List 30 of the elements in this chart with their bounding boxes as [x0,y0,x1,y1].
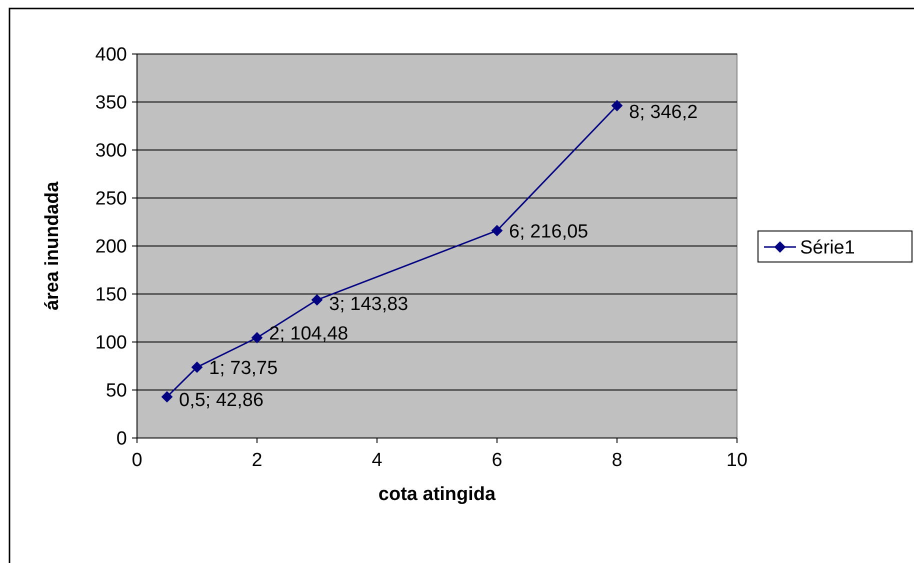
data-label: 6; 216,05 [509,222,588,243]
x-tick-label: 0 [132,450,142,471]
point [192,362,202,373]
y-tick-label: 50 [106,380,127,402]
x-tick-label: 8 [612,450,622,471]
data-label: 1; 73,75 [209,358,278,380]
x-tick-label: 2 [252,450,262,471]
x-tick-label: 4 [372,450,383,471]
data-label: 8; 346,2 [629,102,698,123]
point [612,100,622,112]
legend-label: Série1 [800,238,855,259]
y-tick-label: 300 [95,140,127,162]
y-tick-label: 0 [116,428,127,450]
point [492,225,502,236]
x-tick-label: 10 [726,450,748,471]
x-axis-title: cota atingida [378,484,496,505]
y-tick-label: 350 [95,92,127,114]
y-tick-label: 400 [95,44,127,66]
data-label: 0,5; 42,86 [179,390,264,411]
point [252,332,262,344]
y-tick-label: 250 [95,188,127,210]
data-label: 3; 143,83 [329,294,408,315]
y-tick-label: 150 [95,284,127,306]
point [162,391,172,402]
data-label: 2; 104,48 [269,324,348,344]
y-axis-title: área inundada [42,181,63,310]
y-tick-label: 200 [95,236,127,258]
y-tick-label: 100 [95,332,127,354]
x-tick-label: 6 [492,450,502,471]
point [312,294,322,306]
